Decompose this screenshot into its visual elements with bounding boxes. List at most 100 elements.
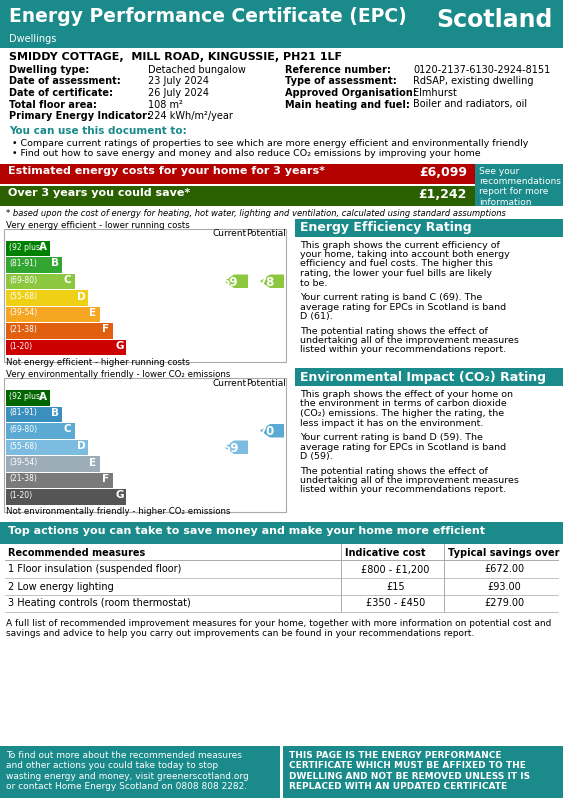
Text: The potential rating shows the effect of: The potential rating shows the effect of	[300, 466, 488, 476]
Text: £800 - £1,200: £800 - £1,200	[361, 565, 430, 574]
Text: listed within your recommendations report.: listed within your recommendations repor…	[300, 345, 506, 355]
Bar	[0, 746, 280, 798]
Text: Environmental Impact (CO₂) Rating: Environmental Impact (CO₂) Rating	[300, 371, 546, 384]
Text: Date of assessment:: Date of assessment:	[9, 77, 120, 87]
Bar	[4, 378, 286, 512]
Text: (81-91): (81-91)	[9, 259, 37, 268]
Text: (69-80): (69-80)	[9, 276, 37, 284]
Bar	[6, 456, 100, 472]
Bar	[6, 307, 100, 322]
Text: Very environmentally friendly - lower CO₂ emissions: Very environmentally friendly - lower CO…	[6, 370, 230, 379]
Text: Your current rating is band C (69). The: Your current rating is band C (69). The	[300, 293, 482, 302]
Text: average rating for EPCs in Scotland is band: average rating for EPCs in Scotland is b…	[300, 442, 506, 452]
Text: Date of certificate:: Date of certificate:	[9, 88, 113, 98]
Bar	[0, 0, 563, 48]
Bar	[295, 368, 563, 386]
Text: (39-54): (39-54)	[9, 308, 37, 317]
Text: efficiency and fuel costs. The higher this: efficiency and fuel costs. The higher th…	[300, 260, 493, 268]
Text: savings and advice to help you carry out improvements can be found in your recom: savings and advice to help you carry out…	[6, 630, 474, 638]
Text: 1 Floor insulation (suspended floor): 1 Floor insulation (suspended floor)	[8, 565, 181, 574]
Text: • Compare current ratings of properties to see which are more energy efficient a: • Compare current ratings of properties …	[12, 139, 528, 147]
Text: Potential: Potential	[246, 379, 286, 388]
Text: 69: 69	[222, 276, 238, 288]
Text: F: F	[102, 474, 109, 484]
Text: Not energy efficient - higher running costs: Not energy efficient - higher running co…	[6, 358, 190, 367]
Text: This graph shows the effect of your home on: This graph shows the effect of your home…	[300, 390, 513, 399]
Text: £93.00: £93.00	[488, 582, 521, 591]
Bar	[6, 323, 113, 339]
Text: Current: Current	[213, 379, 247, 388]
Text: (39-54): (39-54)	[9, 458, 37, 467]
Text: F: F	[102, 324, 109, 335]
Text: D: D	[77, 441, 86, 451]
Text: 26 July 2024: 26 July 2024	[148, 88, 209, 98]
Text: your home, taking into account both energy: your home, taking into account both ener…	[300, 250, 510, 259]
Text: 3 Heating controls (room thermostat): 3 Heating controls (room thermostat)	[8, 598, 191, 609]
Text: THIS PAGE IS THE ENERGY PERFORMANCE
CERTIFICATE WHICH MUST BE AFFIXED TO THE
DWE: THIS PAGE IS THE ENERGY PERFORMANCE CERT…	[289, 751, 530, 791]
Text: B: B	[51, 408, 59, 418]
Text: 224 kWh/m²/year: 224 kWh/m²/year	[148, 111, 233, 121]
Text: B: B	[51, 259, 59, 268]
FancyArrow shape	[224, 441, 248, 454]
Text: Energy Performance Certificate (EPC): Energy Performance Certificate (EPC)	[9, 7, 406, 26]
Text: G: G	[115, 490, 123, 501]
FancyArrow shape	[260, 424, 284, 437]
Text: E: E	[89, 457, 96, 468]
Text: (69-80): (69-80)	[9, 425, 37, 434]
Text: E: E	[89, 308, 96, 318]
Text: £15: £15	[386, 582, 405, 591]
Text: less impact it has on the environment.: less impact it has on the environment.	[300, 418, 484, 428]
Text: Potential: Potential	[246, 230, 286, 239]
Text: The potential rating shows the effect of: The potential rating shows the effect of	[300, 327, 488, 336]
Text: £279.00: £279.00	[484, 598, 525, 609]
Text: 0120-2137-6130-2924-8151: 0120-2137-6130-2924-8151	[413, 65, 550, 75]
Text: RdSAP, existing dwelling: RdSAP, existing dwelling	[413, 77, 534, 87]
Text: undertaking all of the improvement measures: undertaking all of the improvement measu…	[300, 336, 519, 345]
Text: (92 plus): (92 plus)	[9, 392, 43, 401]
Bar	[6, 390, 50, 405]
Text: (1-20): (1-20)	[9, 491, 32, 500]
Bar	[6, 406, 62, 422]
Text: SMIDDY COTTAGE,  MILL ROAD, KINGUSSIE, PH21 1LF: SMIDDY COTTAGE, MILL ROAD, KINGUSSIE, PH…	[9, 52, 342, 62]
Text: See your
recommendations
report for more
information: See your recommendations report for more…	[479, 167, 561, 207]
Text: rating, the lower your fuel bills are likely: rating, the lower your fuel bills are li…	[300, 269, 492, 278]
Text: (55-68): (55-68)	[9, 441, 37, 450]
Text: * based upon the cost of energy for heating, hot water, lighting and ventilation: * based upon the cost of energy for heat…	[6, 208, 506, 218]
Text: A: A	[39, 392, 47, 401]
Bar	[6, 340, 126, 355]
Text: the environment in terms of carbon dioxide: the environment in terms of carbon dioxi…	[300, 400, 507, 409]
Text: Total floor area:: Total floor area:	[9, 99, 97, 110]
Text: 59: 59	[222, 441, 238, 454]
Text: 23 July 2024: 23 July 2024	[148, 77, 209, 87]
Bar	[6, 257, 62, 272]
Text: Approved Organisation:: Approved Organisation:	[285, 88, 417, 98]
Bar	[0, 521, 563, 544]
Bar	[6, 273, 75, 289]
Text: This graph shows the current efficiency of: This graph shows the current efficiency …	[300, 240, 500, 249]
Text: • Find out how to save energy and money and also reduce CO₂ emissions by improvi: • Find out how to save energy and money …	[12, 150, 481, 159]
Text: Dwellings: Dwellings	[9, 34, 56, 44]
Bar	[6, 440, 88, 455]
Text: Typical savings over 3 years: Typical savings over 3 years	[448, 548, 563, 557]
Text: Boiler and radiators, oil: Boiler and radiators, oil	[413, 99, 527, 110]
Text: undertaking all of the improvement measures: undertaking all of the improvement measu…	[300, 476, 519, 485]
Bar	[6, 489, 126, 505]
Text: Reference number:: Reference number:	[285, 65, 391, 75]
Text: 70: 70	[258, 425, 274, 438]
Bar	[283, 746, 563, 798]
Text: Primary Energy Indicator:: Primary Energy Indicator:	[9, 111, 151, 121]
Text: C: C	[64, 275, 72, 285]
Text: D: D	[77, 292, 86, 301]
Text: Top actions you can take to save money and make your home more efficient: Top actions you can take to save money a…	[8, 525, 485, 536]
Text: £6,099: £6,099	[419, 167, 467, 179]
Text: £1,242: £1,242	[419, 188, 467, 202]
Bar	[295, 219, 563, 236]
Bar	[475, 163, 563, 206]
Text: (1-20): (1-20)	[9, 341, 32, 351]
Text: Over 3 years you could save*: Over 3 years you could save*	[8, 188, 190, 199]
Text: 108 m²: 108 m²	[148, 99, 183, 110]
Text: (21-38): (21-38)	[9, 474, 37, 484]
Text: D (61).: D (61).	[300, 312, 333, 321]
Bar	[6, 423, 75, 438]
Text: Very energy efficient - lower running costs: Very energy efficient - lower running co…	[6, 220, 190, 230]
